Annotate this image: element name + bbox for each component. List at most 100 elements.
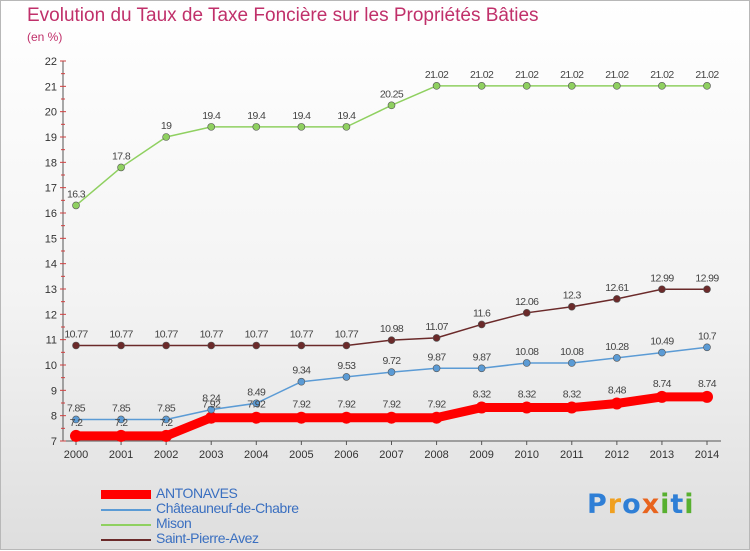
- data-point: [342, 341, 351, 350]
- data-point: [477, 320, 486, 329]
- x-tick-label: 2014: [695, 449, 719, 461]
- data-label: 19.4: [202, 110, 221, 122]
- data-point: [613, 295, 621, 303]
- data-label: 10.98: [380, 323, 404, 335]
- legend-swatch: [101, 490, 151, 499]
- logo-letter: P: [587, 489, 608, 520]
- data-label: 8.24: [202, 393, 221, 405]
- data-point: [72, 415, 80, 424]
- data-label: 21.02: [470, 69, 494, 81]
- x-tick-label: 2003: [199, 449, 223, 461]
- data-point: [655, 390, 668, 403]
- data-label: 10.49: [650, 336, 674, 348]
- legend-label: ANTONAVES: [156, 485, 238, 501]
- data-point: [162, 415, 170, 424]
- data-point: [522, 359, 531, 367]
- y-tick-label: 22: [45, 56, 57, 68]
- logo-letter: i: [660, 489, 671, 520]
- data-label: 10.08: [515, 346, 539, 358]
- y-tick-label: 20: [45, 107, 57, 119]
- data-label: 8.32: [473, 389, 492, 401]
- unit-label: (en %): [27, 30, 63, 44]
- data-label: 10.77: [335, 328, 359, 340]
- y-tick-label: 16: [45, 208, 57, 220]
- data-point: [658, 285, 666, 294]
- data-label: 7.2: [160, 417, 174, 429]
- data-point: [207, 405, 216, 414]
- x-tick-label: 2004: [244, 449, 268, 461]
- data-label: 7.92: [428, 399, 447, 411]
- y-tick-label: 12: [45, 309, 57, 321]
- logo-letter: r: [607, 489, 623, 520]
- data-point: [340, 411, 353, 424]
- data-label: 12.61: [605, 282, 629, 294]
- y-tick-label: 18: [45, 157, 57, 169]
- data-point: [432, 364, 441, 373]
- data-label: 9.72: [382, 355, 401, 367]
- data-point: [295, 411, 308, 424]
- data-label: 21.02: [695, 69, 719, 81]
- y-tick-label: 19: [45, 132, 57, 144]
- data-point: [252, 341, 261, 350]
- data-label: 19.4: [337, 110, 356, 122]
- y-tick-label: 21: [45, 81, 57, 93]
- legend-swatch: [101, 539, 151, 541]
- legend-item: Châteauneuf-de-Chabre: [101, 500, 361, 517]
- data-point: [72, 201, 80, 210]
- data-point: [567, 302, 576, 311]
- data-point: [72, 341, 80, 350]
- data-point: [387, 101, 396, 110]
- data-point: [610, 397, 623, 410]
- data-label: 8.32: [518, 389, 537, 401]
- data-point: [387, 336, 396, 344]
- data-label: 12.3: [563, 290, 582, 302]
- data-label: 7.92: [337, 399, 356, 411]
- data-point: [658, 348, 666, 357]
- data-label: 7.85: [67, 402, 86, 414]
- data-point: [658, 82, 666, 90]
- legend-label: Mison: [156, 515, 192, 531]
- data-label: 7.85: [157, 402, 176, 414]
- data-label: 7.2: [70, 417, 84, 429]
- data-point: [567, 359, 576, 367]
- data-point: [477, 364, 486, 373]
- data-point: [252, 399, 261, 408]
- data-point: [207, 123, 216, 131]
- data-point: [117, 341, 125, 350]
- data-label: 21.02: [650, 69, 674, 81]
- data-point: [205, 411, 218, 424]
- y-tick-label: 10: [45, 360, 57, 372]
- legend-item: ANTONAVES: [101, 485, 361, 502]
- data-label: 9.34: [292, 365, 311, 377]
- data-label: 10.77: [200, 328, 224, 340]
- data-label: 11.07: [425, 321, 448, 333]
- data-label: 9.53: [337, 360, 356, 372]
- data-point: [250, 411, 263, 424]
- legend-item: Mison: [101, 515, 361, 532]
- data-point: [160, 429, 173, 442]
- data-label: 11.6: [473, 307, 491, 319]
- data-label: 12.06: [515, 296, 539, 308]
- data-label: 8.49: [247, 386, 266, 398]
- data-label: 8.48: [608, 385, 627, 397]
- legend-label: Châteauneuf-de-Chabre: [156, 500, 299, 516]
- logo-letter: i: [684, 489, 695, 520]
- data-point: [520, 401, 533, 414]
- x-tick-label: 2001: [109, 449, 133, 461]
- data-point: [115, 429, 128, 442]
- data-label: 17.8: [112, 150, 131, 162]
- data-point: [701, 390, 713, 403]
- data-label: 21.02: [425, 69, 449, 81]
- data-label: 21.02: [605, 69, 629, 81]
- proxiti-logo: Proxiti: [587, 489, 695, 520]
- data-point: [522, 82, 531, 90]
- data-label: 12.99: [650, 272, 674, 284]
- data-point: [703, 285, 711, 294]
- data-point: [565, 401, 578, 414]
- data-point: [207, 341, 216, 350]
- data-label: 10.77: [155, 328, 179, 340]
- y-tick-label: 7: [51, 436, 57, 448]
- x-tick-label: 2007: [379, 449, 403, 461]
